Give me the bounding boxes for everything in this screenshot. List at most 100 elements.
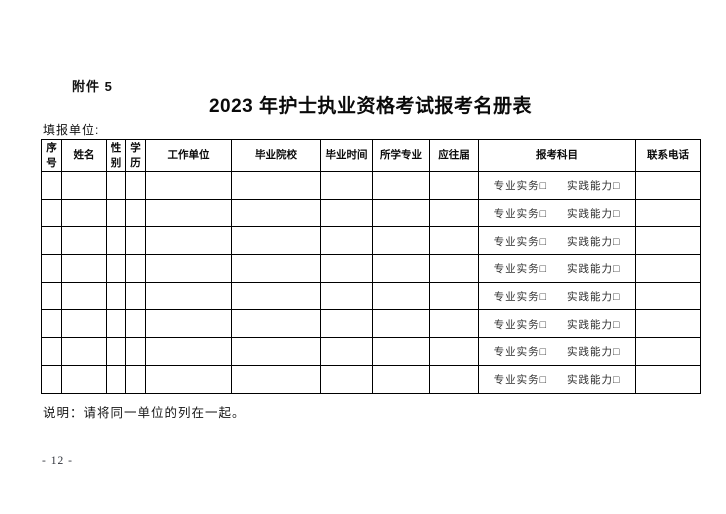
cell-school (231, 281, 321, 311)
cell-school (231, 337, 321, 366)
cell-work-unit (145, 198, 232, 228)
cell-index (41, 198, 62, 228)
subject-checkbox-practical-ability: 实践能力□ (567, 235, 621, 248)
roster-table: 序号 姓名 性别 学历 工作单位 毕业院校 毕业时间 所学专业 应往届 报考科目… (41, 139, 701, 394)
table-row: 专业实务□ 实践能力□ (41, 198, 701, 228)
cell-index (41, 281, 62, 311)
cell-education (125, 309, 146, 339)
subject-checkbox-practical-ability: 实践能力□ (567, 291, 621, 304)
cell-name (61, 281, 107, 311)
cell-education (125, 226, 146, 256)
cell-gender (106, 198, 126, 228)
col-header-major: 所学专业 (372, 139, 430, 172)
cell-education (125, 254, 146, 283)
cell-grad-status (429, 171, 479, 200)
cell-work-unit (145, 171, 232, 200)
table-row: 专业实务□ 实践能力□ (41, 171, 701, 200)
subject-checkbox-practical-ability: 实践能力□ (567, 346, 621, 359)
cell-grad-time (320, 254, 373, 283)
col-header-gender: 性别 (106, 139, 126, 172)
col-header-education: 学历 (125, 139, 146, 172)
cell-school (231, 198, 321, 228)
cell-grad-status (429, 337, 479, 366)
cell-gender (106, 337, 126, 366)
cell-major (372, 226, 430, 256)
cell-grad-time (320, 171, 373, 200)
cell-grad-status (429, 309, 479, 339)
cell-major (372, 171, 430, 200)
subject-checkbox-professional-practice: 专业实务□ (493, 346, 547, 359)
subject-checkbox-professional-practice: 专业实务□ (493, 318, 547, 331)
cell-subjects: 专业实务□ 实践能力□ (478, 226, 636, 256)
cell-grad-status (429, 254, 479, 283)
cell-phone (635, 364, 701, 394)
table-row: 专业实务□ 实践能力□ (41, 281, 701, 311)
cell-work-unit (145, 309, 232, 339)
cell-school (231, 364, 321, 394)
cell-grad-status (429, 226, 479, 256)
cell-phone (635, 281, 701, 311)
table-row: 专业实务□ 实践能力□ (41, 309, 701, 339)
table-row: 专业实务□ 实践能力□ (41, 254, 701, 283)
subject-checkbox-practical-ability: 实践能力□ (567, 374, 621, 387)
col-header-work-unit: 工作单位 (145, 139, 232, 172)
cell-subjects: 专业实务□ 实践能力□ (478, 254, 636, 283)
cell-work-unit (145, 281, 232, 311)
cell-major (372, 364, 430, 394)
cell-major (372, 198, 430, 228)
cell-education (125, 198, 146, 228)
cell-gender (106, 254, 126, 283)
attachment-label: 附件 5 (72, 79, 113, 94)
table-row: 专业实务□ 实践能力□ (41, 226, 701, 256)
cell-work-unit (145, 254, 232, 283)
table-row: 专业实务□ 实践能力□ (41, 364, 701, 394)
cell-work-unit (145, 337, 232, 366)
cell-grad-status (429, 281, 479, 311)
cell-phone (635, 337, 701, 366)
cell-grad-time (320, 281, 373, 311)
cell-school (231, 171, 321, 200)
cell-subjects: 专业实务□ 实践能力□ (478, 281, 636, 311)
cell-phone (635, 198, 701, 228)
cell-index (41, 254, 62, 283)
page-number: - 12 - (42, 455, 73, 467)
cell-gender (106, 171, 126, 200)
cell-education (125, 281, 146, 311)
cell-education (125, 171, 146, 200)
col-header-grad-time: 毕业时间 (320, 139, 373, 172)
subject-checkbox-practical-ability: 实践能力□ (567, 263, 621, 276)
cell-index (41, 309, 62, 339)
cell-phone (635, 254, 701, 283)
cell-phone (635, 171, 701, 200)
cell-grad-status (429, 198, 479, 228)
cell-name (61, 198, 107, 228)
roster-table-body: 专业实务□ 实践能力□ 专业实务□ 实践能力□ 专业实务□ 实践能力□ 专业实务□ 实践能力□… (41, 171, 701, 394)
cell-subjects: 专业实务□ 实践能力□ (478, 198, 636, 228)
cell-major (372, 254, 430, 283)
cell-grad-time (320, 198, 373, 228)
cell-name (61, 337, 107, 366)
cell-major (372, 281, 430, 311)
col-header-school: 毕业院校 (231, 139, 321, 172)
cell-gender (106, 226, 126, 256)
cell-index (41, 226, 62, 256)
subject-checkbox-professional-practice: 专业实务□ (493, 235, 547, 248)
cell-grad-time (320, 337, 373, 366)
cell-phone (635, 226, 701, 256)
cell-name (61, 254, 107, 283)
cell-school (231, 309, 321, 339)
cell-gender (106, 309, 126, 339)
cell-subjects: 专业实务□ 实践能力□ (478, 364, 636, 394)
cell-grad-time (320, 309, 373, 339)
cell-gender (106, 281, 126, 311)
cell-major (372, 337, 430, 366)
cell-phone (635, 309, 701, 339)
cell-index (41, 364, 62, 394)
header-row: 序号 姓名 性别 学历 工作单位 毕业院校 毕业时间 所学专业 应往届 报考科目… (41, 139, 701, 172)
cell-subjects: 专业实务□ 实践能力□ (478, 171, 636, 200)
subject-checkbox-practical-ability: 实践能力□ (567, 180, 621, 193)
cell-name (61, 171, 107, 200)
cell-grad-time (320, 226, 373, 256)
cell-index (41, 337, 62, 366)
